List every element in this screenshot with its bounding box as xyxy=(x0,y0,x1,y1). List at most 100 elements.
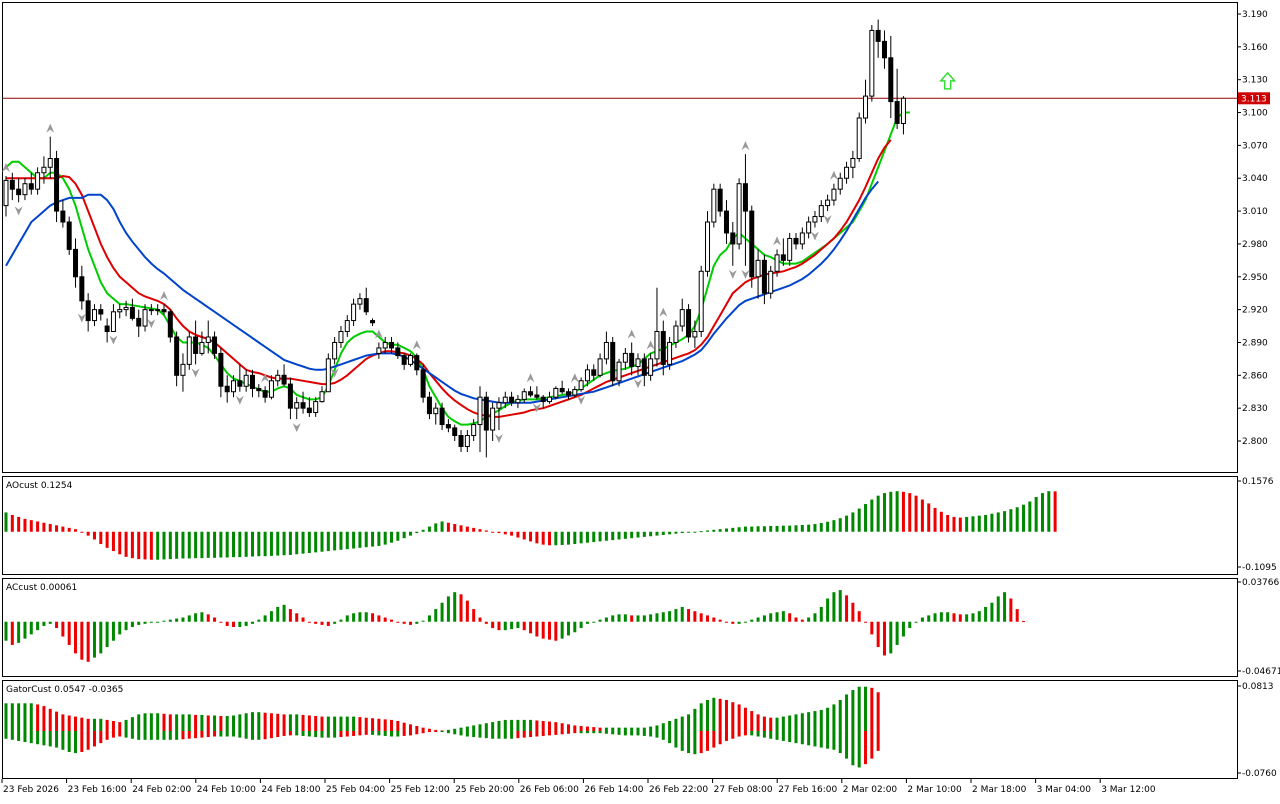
gator-upper-bar xyxy=(434,729,438,731)
gator-lower-bar xyxy=(446,730,450,734)
gator-lower-bar xyxy=(175,730,179,740)
candle-body xyxy=(54,158,60,212)
candle xyxy=(344,315,350,337)
candle xyxy=(774,249,780,277)
candle-body xyxy=(559,387,565,393)
candle-body xyxy=(856,117,862,160)
candle-body xyxy=(401,355,407,365)
candle-body xyxy=(610,341,616,382)
candle xyxy=(110,304,116,333)
histogram-bar xyxy=(687,609,691,622)
histogram-bar xyxy=(434,609,438,622)
candle-body xyxy=(3,179,9,207)
histogram-bar xyxy=(48,524,52,532)
histogram-bar xyxy=(80,531,84,533)
histogram-bar xyxy=(206,531,210,558)
gator-lower-bar xyxy=(48,730,52,747)
fractal-up-arrow-icon xyxy=(412,340,421,350)
gator-upper-bar xyxy=(67,715,71,731)
histogram-bar xyxy=(440,602,444,622)
gator-upper-bar xyxy=(118,722,122,731)
candle xyxy=(300,391,306,414)
gator-upper-bar xyxy=(813,711,817,731)
histogram-bar xyxy=(219,621,223,623)
gator-upper-bar xyxy=(503,719,507,731)
gator-upper-bar xyxy=(649,726,653,731)
candle-body xyxy=(597,358,603,376)
histogram-bar xyxy=(446,522,450,532)
time-axis-label: 23 Feb 16:00 xyxy=(68,785,127,795)
histogram-bar xyxy=(472,527,476,532)
alligator-jaw-line xyxy=(5,180,879,404)
gator-upper-bar xyxy=(788,715,792,731)
gator-upper-bar xyxy=(61,714,65,731)
gator-upper-bar xyxy=(206,715,210,731)
gator-lower-bar xyxy=(137,730,141,740)
gator-lower-bar xyxy=(162,730,166,740)
histogram-bar xyxy=(579,621,583,629)
ac-histogram-layer xyxy=(4,590,1026,662)
histogram-bar xyxy=(269,531,273,556)
histogram-bar xyxy=(194,613,198,622)
histogram-bar xyxy=(762,526,766,532)
histogram-bar xyxy=(232,621,236,628)
candle xyxy=(806,216,812,239)
gator-upper-bar xyxy=(516,719,520,731)
candle xyxy=(414,353,420,376)
candle-body xyxy=(572,389,578,396)
histogram-bar xyxy=(55,621,59,629)
gator-lower-bar xyxy=(623,730,627,736)
gator-indicator-label: GatorCust 0.0547 -0.0365 xyxy=(6,685,123,695)
histogram-bar xyxy=(225,621,229,626)
histogram-bar xyxy=(927,615,931,622)
histogram-bar xyxy=(86,531,90,536)
candle xyxy=(357,293,363,310)
histogram-bar xyxy=(137,621,141,625)
candle-body xyxy=(736,183,742,245)
gator-lower-bar xyxy=(111,730,115,738)
candle xyxy=(578,377,584,392)
candle-body xyxy=(711,188,717,223)
gator-upper-bar xyxy=(592,727,596,731)
candle xyxy=(667,336,673,370)
histogram-bar xyxy=(42,621,46,626)
histogram-bar xyxy=(244,531,248,557)
histogram-bar xyxy=(908,621,912,629)
candle xyxy=(452,424,458,441)
gator-upper-bar xyxy=(623,727,627,731)
histogram-bar xyxy=(838,518,842,532)
histogram-bar xyxy=(4,621,8,641)
candle xyxy=(894,68,900,129)
gator-lower-bar xyxy=(800,730,804,745)
histogram-bar xyxy=(737,527,741,532)
histogram-bar xyxy=(67,621,71,645)
candle-body xyxy=(458,435,464,447)
gator-lower-bar xyxy=(181,730,185,740)
histogram-bar xyxy=(415,531,419,534)
candle xyxy=(325,353,331,393)
histogram-bar xyxy=(548,621,552,640)
candle xyxy=(553,386,559,400)
histogram-bar xyxy=(1022,621,1026,623)
candle-body xyxy=(433,407,439,415)
histogram-bar xyxy=(933,613,937,622)
gator-upper-bar xyxy=(655,725,659,731)
histogram-bar xyxy=(996,512,1000,532)
gator-upper-bar xyxy=(402,722,406,731)
candle-body xyxy=(98,309,104,315)
gator-lower-bar xyxy=(674,730,678,748)
gator-upper-bar xyxy=(826,707,830,731)
histogram-bar xyxy=(390,531,394,543)
candle xyxy=(433,402,439,425)
gator-lower-bar xyxy=(276,730,280,738)
fractal-down-arrow-icon xyxy=(823,215,832,225)
candle xyxy=(28,172,34,195)
histogram-bar xyxy=(124,531,128,557)
histogram-bar xyxy=(282,604,286,622)
gator-lower-bar xyxy=(352,730,356,736)
histogram-bar xyxy=(459,594,463,622)
price-axis-label: 3.190 xyxy=(1242,10,1268,20)
gator-lower-bar xyxy=(238,730,242,738)
